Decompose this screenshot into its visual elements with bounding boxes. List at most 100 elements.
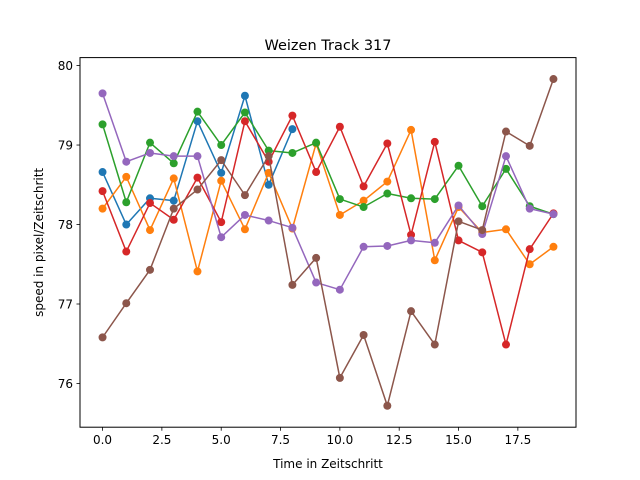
- y-tick-label: 80: [58, 59, 73, 73]
- data-point: [240, 191, 249, 200]
- data-point: [454, 161, 463, 170]
- data-point: [335, 373, 344, 382]
- series-layer: [98, 75, 558, 410]
- data-point: [525, 245, 534, 254]
- data-point: [217, 233, 226, 242]
- data-point: [430, 238, 439, 247]
- series-5: [98, 75, 558, 410]
- data-point: [122, 157, 131, 166]
- x-tick-label: 2.5: [152, 433, 171, 447]
- data-point: [454, 201, 463, 210]
- data-point: [383, 177, 392, 186]
- data-point: [335, 285, 344, 294]
- y-axis: 76 77 78 79 80: [58, 59, 80, 391]
- data-point: [335, 122, 344, 131]
- data-point: [146, 138, 155, 147]
- data-point: [383, 241, 392, 250]
- x-tick-label: 0.0: [93, 433, 112, 447]
- data-point: [169, 159, 178, 168]
- data-point: [193, 173, 202, 182]
- data-point: [501, 225, 510, 234]
- series-line-3: [101, 114, 555, 346]
- x-tick-label: 12.5: [386, 433, 413, 447]
- data-point: [288, 280, 297, 289]
- data-point: [193, 185, 202, 194]
- data-point: [407, 125, 416, 134]
- data-point: [98, 168, 107, 177]
- data-point: [454, 236, 463, 245]
- data-point: [312, 168, 321, 177]
- data-point: [240, 108, 249, 117]
- data-point: [193, 107, 202, 116]
- data-point: [169, 215, 178, 224]
- data-point: [478, 202, 487, 211]
- data-point: [169, 152, 178, 161]
- data-point: [407, 230, 416, 239]
- x-axis: 0.0 2.5 5.0 7.5 10.0 12.5 15.0 17.5: [93, 427, 531, 447]
- data-point: [383, 401, 392, 410]
- data-point: [193, 152, 202, 161]
- data-point: [430, 195, 439, 204]
- data-point: [359, 331, 368, 339]
- data-point: [146, 265, 155, 274]
- data-point: [146, 148, 155, 157]
- data-point: [359, 196, 368, 205]
- data-point: [407, 236, 416, 245]
- data-point: [478, 226, 487, 235]
- data-point: [122, 172, 131, 181]
- data-point: [288, 125, 297, 134]
- data-point: [549, 242, 558, 251]
- series-line-2: [101, 110, 554, 215]
- data-point: [169, 196, 178, 205]
- data-point: [430, 256, 439, 265]
- data-point: [146, 199, 155, 208]
- x-axis-label: Time in Zeitschritt: [272, 457, 383, 471]
- data-point: [501, 340, 510, 349]
- data-point: [288, 111, 297, 120]
- data-point: [98, 120, 107, 129]
- data-point: [549, 210, 558, 219]
- data-point: [217, 168, 226, 177]
- x-tick-label: 10.0: [327, 433, 354, 447]
- x-tick-label: 7.5: [271, 433, 290, 447]
- data-point: [478, 248, 487, 257]
- data-point: [122, 247, 131, 256]
- data-point: [312, 138, 321, 147]
- data-point: [264, 216, 273, 225]
- x-tick-label: 17.5: [504, 433, 531, 447]
- data-point: [240, 117, 249, 126]
- data-point: [169, 204, 178, 213]
- data-point: [193, 117, 202, 126]
- data-point: [240, 91, 249, 100]
- data-point: [122, 220, 131, 229]
- data-point: [169, 174, 178, 183]
- data-point: [525, 260, 534, 269]
- data-point: [549, 75, 558, 84]
- data-point: [335, 210, 344, 219]
- data-point: [525, 141, 534, 150]
- data-point: [407, 307, 416, 316]
- data-point: [501, 164, 510, 173]
- data-point: [240, 210, 249, 219]
- data-point: [240, 225, 249, 234]
- y-tick-label: 78: [58, 218, 73, 232]
- data-point: [264, 152, 273, 161]
- data-point: [217, 218, 226, 227]
- data-point: [383, 189, 392, 198]
- y-tick-label: 79: [58, 138, 73, 152]
- data-point: [312, 278, 321, 287]
- series-0: [98, 91, 297, 229]
- series-3: [98, 111, 558, 349]
- data-point: [335, 195, 344, 204]
- data-point: [264, 180, 273, 189]
- series-line-5: [101, 78, 555, 407]
- plot-background: [80, 57, 576, 428]
- y-axis-label: speed in pixel/Zeitschritt: [32, 168, 46, 317]
- data-point: [264, 146, 273, 155]
- data-point: [288, 148, 297, 157]
- y-tick-label: 77: [58, 297, 73, 311]
- data-point: [407, 194, 416, 203]
- data-point: [430, 137, 439, 146]
- data-point: [217, 141, 226, 150]
